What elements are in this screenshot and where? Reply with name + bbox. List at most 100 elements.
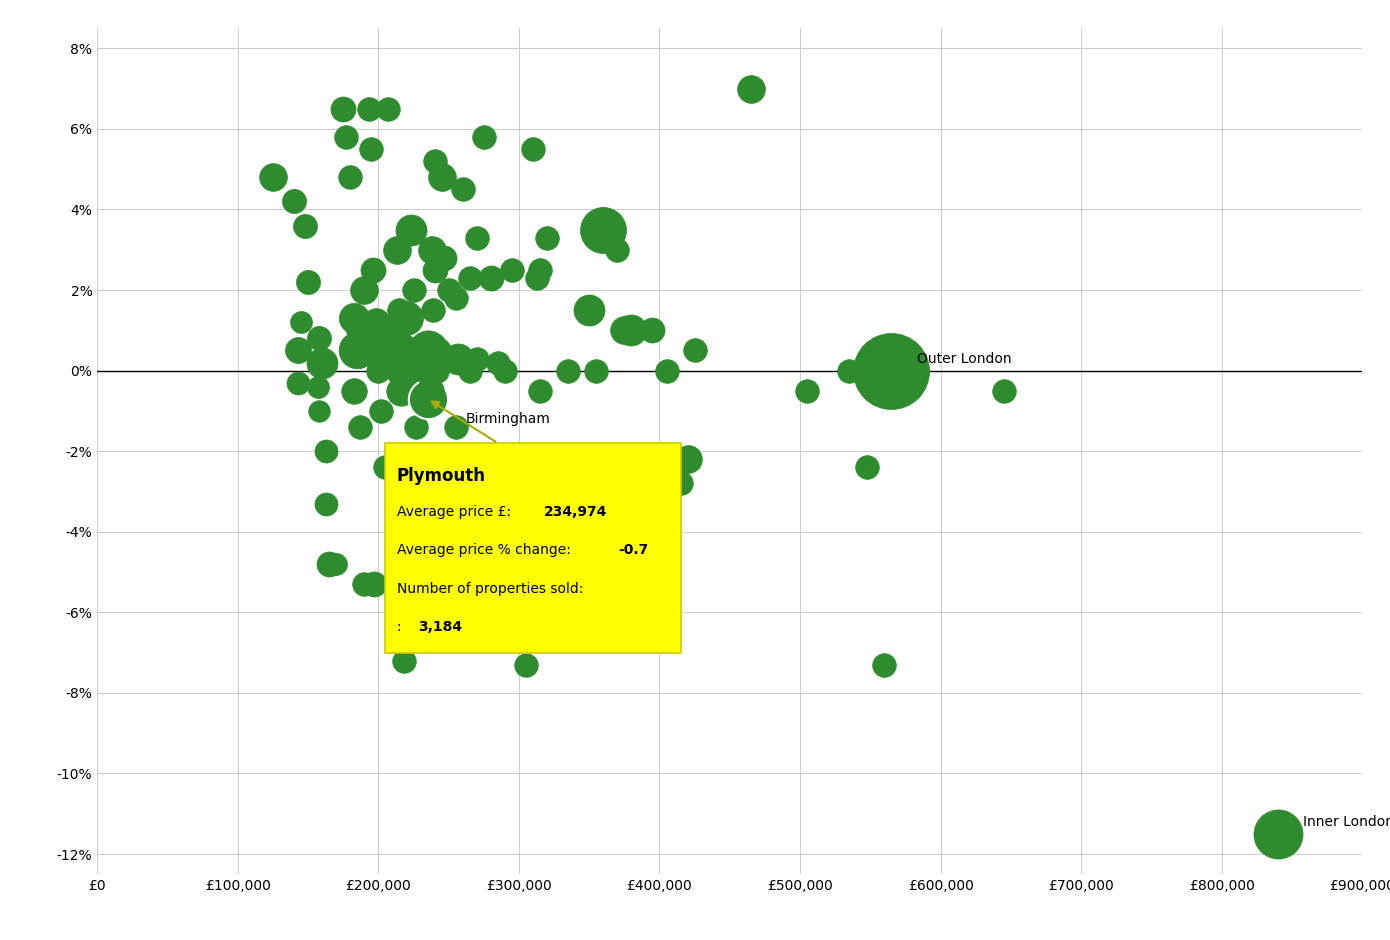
Point [361, 262, 384, 277]
Point [528, 384, 550, 399]
Point [389, 384, 411, 399]
Text: -0.7: -0.7 [619, 543, 649, 557]
Point [353, 283, 375, 298]
Point [480, 271, 502, 286]
Text: Outer London: Outer London [916, 352, 1012, 366]
Point [537, 230, 559, 245]
Point [459, 460, 481, 475]
Point [448, 351, 470, 366]
Text: Inner London: Inner London [1304, 815, 1390, 829]
Point [346, 343, 368, 358]
Text: Average price £:: Average price £: [396, 506, 516, 520]
Text: Average price % change:: Average price % change: [396, 543, 575, 557]
Text: Number of properties sold:: Number of properties sold: [396, 582, 582, 596]
Point [838, 363, 860, 378]
Point [388, 303, 410, 318]
Text: Plymouth: Plymouth [396, 467, 485, 485]
Point [739, 81, 762, 96]
Point [414, 363, 436, 378]
Point [578, 303, 600, 318]
Point [620, 322, 642, 337]
Point [398, 384, 420, 399]
Point [424, 153, 446, 168]
Point [406, 419, 428, 434]
Point [424, 262, 446, 277]
Point [381, 322, 403, 337]
Point [452, 355, 474, 370]
Point [374, 460, 396, 475]
Point [370, 403, 392, 418]
Point [385, 363, 407, 378]
Point [343, 311, 366, 326]
Text: 234,974: 234,974 [545, 506, 607, 520]
Point [261, 170, 284, 185]
Point [423, 343, 445, 358]
Point [406, 363, 428, 378]
Point [592, 222, 614, 237]
Point [349, 322, 371, 337]
FancyBboxPatch shape [385, 443, 681, 652]
Point [438, 476, 460, 491]
Point [459, 271, 481, 286]
Point [470, 460, 492, 475]
Point [606, 243, 628, 258]
Point [311, 355, 334, 370]
Point [291, 315, 313, 330]
Point [357, 102, 379, 117]
Point [525, 271, 548, 286]
Point [528, 262, 550, 277]
Point [613, 322, 635, 337]
Point [363, 576, 385, 591]
Point [420, 384, 442, 399]
Point [641, 322, 663, 337]
Point [349, 419, 371, 434]
Point [343, 384, 366, 399]
Point [648, 537, 670, 552]
Text: 3,184: 3,184 [418, 619, 461, 634]
Point [571, 452, 594, 467]
Point [435, 576, 457, 591]
Point [1266, 826, 1289, 841]
Point [466, 230, 488, 245]
Point [316, 496, 338, 511]
Point [364, 315, 386, 330]
Point [335, 130, 357, 145]
Point [417, 391, 439, 406]
Text: Birmingham: Birmingham [466, 412, 550, 426]
Point [309, 403, 331, 418]
Point [392, 653, 414, 668]
Point [431, 170, 453, 185]
Point [307, 379, 329, 394]
Point [421, 243, 443, 258]
Point [288, 343, 310, 358]
Point [395, 311, 417, 326]
Point [385, 243, 407, 258]
Point [880, 363, 902, 378]
Point [634, 460, 656, 475]
Point [445, 419, 467, 434]
Point [423, 303, 445, 318]
Point [564, 496, 587, 511]
Point [325, 556, 348, 572]
Point [417, 343, 439, 358]
Point [438, 283, 460, 298]
Point [309, 331, 331, 346]
Point [585, 363, 607, 378]
Point [367, 363, 389, 378]
Point [796, 384, 819, 399]
Point [670, 476, 692, 491]
Point [388, 343, 410, 358]
Point [284, 194, 306, 209]
Point [992, 384, 1015, 399]
Point [339, 170, 361, 185]
Point [297, 274, 320, 290]
Point [367, 343, 389, 358]
Point [473, 130, 495, 145]
Point [316, 444, 338, 459]
Point [288, 375, 310, 390]
Point [374, 343, 396, 358]
Point [377, 102, 399, 117]
Point [873, 657, 895, 672]
Point [428, 343, 450, 358]
Point [656, 363, 678, 378]
